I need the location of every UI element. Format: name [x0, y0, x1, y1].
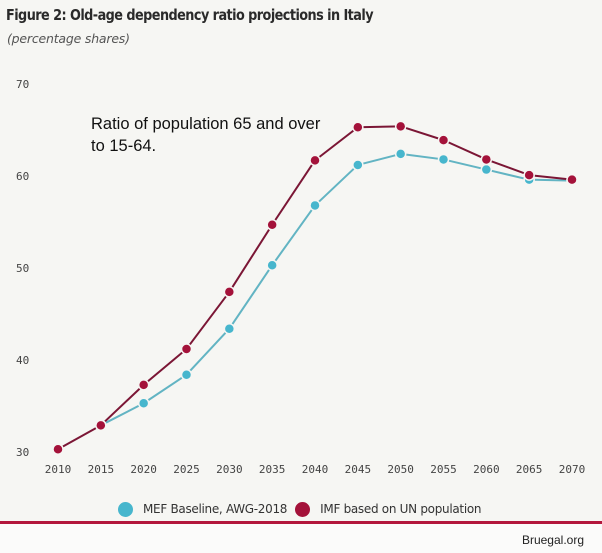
chart-panel	[0, 0, 602, 522]
y-tick-label: 40	[16, 354, 29, 367]
y-axis: 30 40 50 60 70	[16, 78, 29, 459]
series-lines	[57, 125, 573, 451]
x-tick-label: 2050	[387, 463, 414, 476]
data-point-imf	[566, 173, 578, 186]
data-point-mef	[352, 159, 364, 171]
data-point-imf	[480, 153, 493, 166]
x-tick-label: 2010	[45, 463, 72, 476]
data-point-mef	[266, 259, 278, 271]
x-tick-label: 2035	[259, 463, 286, 476]
data-point-imf	[95, 419, 107, 432]
y-tick-label: 50	[16, 262, 29, 275]
data-point-imf	[352, 121, 364, 133]
x-tick-label: 2020	[130, 463, 157, 476]
data-point-mef	[180, 368, 193, 381]
data-point-imf	[180, 343, 193, 355]
x-tick-label: 2030	[216, 463, 243, 476]
data-point-imf	[52, 443, 64, 455]
data-point-imf	[137, 379, 150, 391]
legend-marker-mef	[118, 501, 133, 517]
legend-item-mef: MEF Baseline, AWG-2018	[118, 501, 288, 517]
y-tick-label: 60	[16, 170, 29, 183]
series-points	[52, 120, 578, 455]
data-point-mef	[223, 322, 236, 335]
data-point-imf	[266, 219, 278, 231]
chart-annotation: Ratio of population 65 and over to 15-64…	[91, 115, 321, 155]
data-point-mef	[137, 397, 150, 409]
figure-title: Figure 2: Old-age dependency ratio proje…	[6, 6, 374, 24]
data-point-imf	[437, 134, 450, 146]
legend-item-imf: IMF based on UN population	[295, 501, 482, 517]
x-tick-label: 2025	[173, 463, 200, 476]
x-tick-label: 2055	[430, 463, 457, 476]
y-tick-label: 30	[16, 446, 29, 459]
series-line-mef	[100, 152, 573, 427]
source-credit: Bruegal.org	[521, 533, 584, 547]
x-tick-label: 2015	[88, 463, 115, 476]
figure-subtitle: (percentage shares)	[7, 31, 130, 46]
series-line-imf	[57, 125, 573, 451]
data-point-mef	[394, 148, 407, 160]
data-point-imf	[523, 169, 535, 181]
legend-marker-imf	[295, 501, 311, 517]
x-tick-label: 2040	[302, 463, 329, 476]
x-axis: 2010 2015 2020 2025 2030 2035 2040 2045 2050 2055…	[45, 463, 586, 476]
legend-label-mef: MEF Baseline, AWG-2018	[143, 502, 288, 516]
data-point-imf	[223, 286, 236, 298]
x-tick-label: 2065	[516, 463, 543, 476]
legend: MEF Baseline, AWG-2018 IMF based on UN p…	[118, 499, 489, 519]
x-tick-label: 2070	[559, 463, 586, 476]
bottom-rule	[0, 521, 602, 524]
x-tick-label: 2060	[473, 463, 500, 476]
data-point-mef	[480, 163, 493, 176]
data-point-mef	[437, 153, 450, 166]
y-tick-label: 70	[16, 78, 29, 91]
legend-label-imf: IMF based on UN population	[320, 502, 482, 516]
x-tick-label: 2045	[345, 463, 372, 476]
data-point-imf	[394, 120, 407, 133]
data-point-imf	[309, 154, 321, 167]
data-point-mef	[309, 199, 321, 212]
